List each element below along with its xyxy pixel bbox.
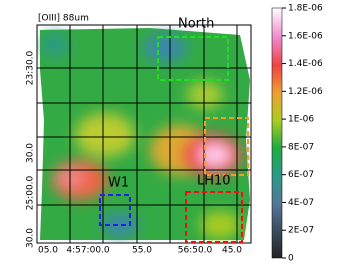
coordinate-grid [37,25,251,243]
y-tick-label: 23:30.0 [26,50,36,85]
colorbar-tick-label: 1.4E-06 [288,59,323,69]
region-box [157,36,229,81]
colorbar-tick-label: 1E-06 [288,115,314,125]
region-box [185,191,243,243]
x-tick-label: 55.0 [132,246,152,256]
region-label: LH10 [197,174,231,189]
y-tick-label: 25:00.0 [26,175,36,210]
region-label: W1 [108,176,129,191]
colorbar-tick-label: 8E-07 [288,142,314,152]
map-image [37,25,251,243]
colorbar-tick-label: 2E-07 [288,226,314,236]
x-tick-label: 56:50.0 [178,246,213,256]
map-frame [36,24,252,244]
y-tick-label: 30.0 [26,143,36,163]
colorbar-tick-label: 1.2E-06 [288,87,323,97]
colorbar-tick-label: 1.6E-06 [288,31,323,41]
colorbar-tick-label: 1.8E-06 [288,4,323,14]
x-tick-label: 4:57:00.0 [66,246,110,256]
region-box [99,194,131,226]
colorbar [271,7,283,259]
region-box [204,117,249,176]
colorbar-tick-label: 0 [288,254,294,264]
colorbar-tick-label: 6E-07 [288,170,314,180]
map-title: [OIII] 88um [38,14,89,24]
x-tick-label: 45.0 [222,246,242,256]
y-tick-label: 30.0 [26,228,36,248]
colorbar-tick-label: 4E-07 [288,198,314,208]
x-tick-label: 05.0 [38,246,58,256]
region-label: North [178,17,214,32]
